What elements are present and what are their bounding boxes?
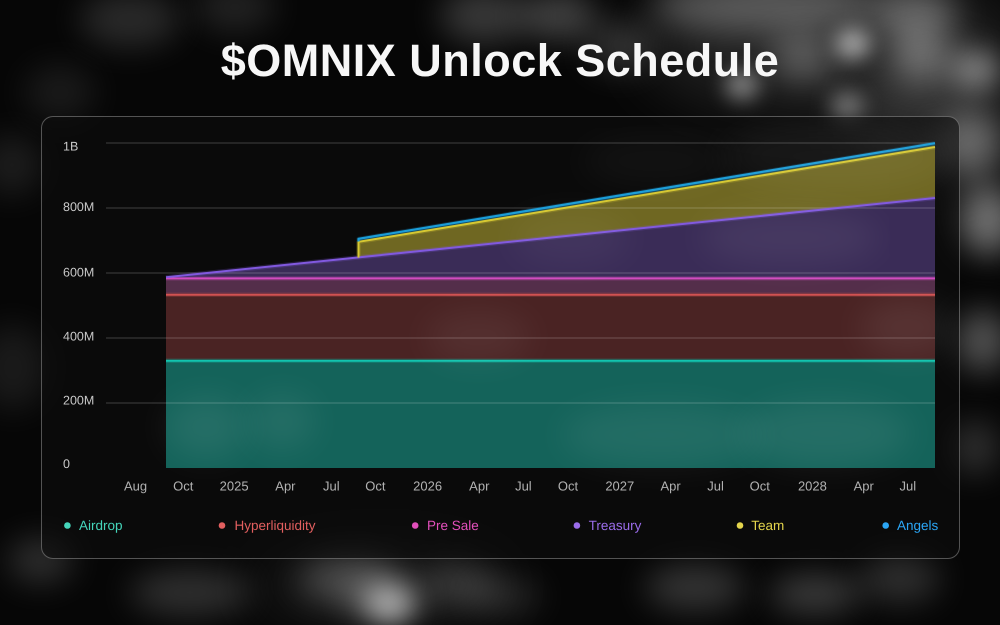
svg-text:Angels: Angels	[897, 518, 939, 533]
svg-text:Aug: Aug	[124, 479, 147, 494]
svg-text:Jul: Jul	[515, 479, 532, 494]
svg-text:Hyperliquidity: Hyperliquidity	[235, 518, 316, 533]
svg-text:Apr: Apr	[275, 479, 296, 494]
svg-text:Pre Sale: Pre Sale	[427, 518, 479, 533]
svg-text:Airdrop: Airdrop	[79, 518, 123, 533]
svg-text:0: 0	[63, 457, 70, 471]
svg-text:Apr: Apr	[854, 479, 875, 494]
svg-text:Oct: Oct	[365, 479, 386, 494]
svg-text:Apr: Apr	[660, 479, 681, 494]
svg-text:800M: 800M	[63, 200, 94, 214]
svg-text:Jul: Jul	[899, 479, 916, 494]
svg-text:2027: 2027	[605, 479, 634, 494]
svg-text:Treasury: Treasury	[589, 518, 642, 533]
svg-text:200M: 200M	[63, 394, 94, 408]
svg-text:Oct: Oct	[558, 479, 579, 494]
svg-text:1B: 1B	[63, 140, 78, 154]
svg-text:600M: 600M	[63, 266, 94, 280]
svg-text:Team: Team	[751, 518, 784, 533]
svg-text:2028: 2028	[798, 479, 827, 494]
svg-text:400M: 400M	[63, 330, 94, 344]
svg-text:2026: 2026	[413, 479, 442, 494]
svg-text:Jul: Jul	[323, 479, 340, 494]
svg-text:Oct: Oct	[173, 479, 194, 494]
svg-text:Oct: Oct	[750, 479, 771, 494]
svg-text:2025: 2025	[220, 479, 249, 494]
svg-text:Jul: Jul	[707, 479, 724, 494]
svg-text:Apr: Apr	[469, 479, 490, 494]
